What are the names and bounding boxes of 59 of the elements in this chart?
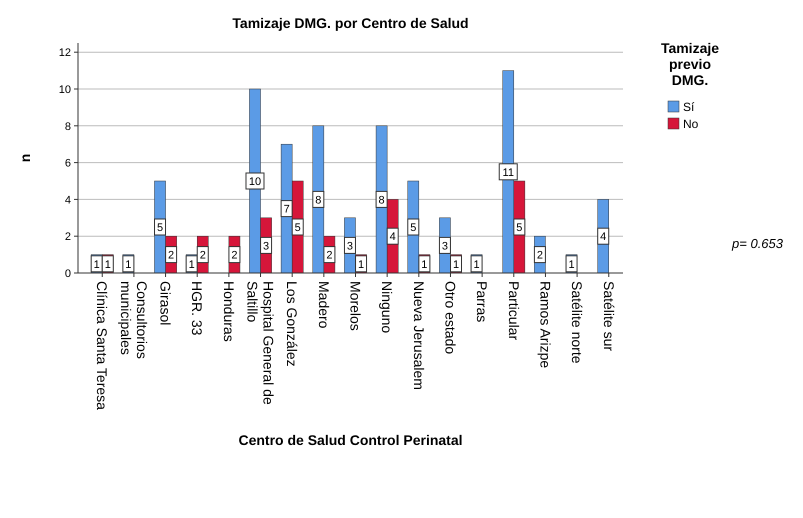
x-tick-label: Los González <box>284 281 300 367</box>
y-tick-label: 0 <box>64 268 71 280</box>
x-tick-label: Nueva Jerusalem <box>410 281 427 390</box>
x-tick-label: Honduras <box>220 281 237 342</box>
text: p= 0.653 <box>731 236 784 251</box>
data-label: 1 <box>188 258 195 271</box>
data-label: 1 <box>421 258 428 271</box>
y-tick-label: 2 <box>64 231 71 244</box>
data-label: 4 <box>600 231 606 244</box>
data-label: 5 <box>410 222 416 234</box>
data-label: 10 <box>248 176 262 188</box>
x-tick-label: Morelos <box>348 281 364 331</box>
data-label: 2 <box>200 250 206 262</box>
data-label: 2 <box>231 250 238 262</box>
y-tick-label: 4 <box>64 194 71 206</box>
x-tick-label: Clínica Santa Teresa <box>94 281 110 410</box>
legend-title: Tamizaje previo DMG. <box>660 40 720 88</box>
data-label: 4 <box>390 231 396 244</box>
x-tick-label: Consultorios municipales <box>118 281 150 359</box>
data-label: 8 <box>378 194 385 206</box>
x-tick-label: Ramos Arizpe <box>537 281 554 368</box>
data-label: 5 <box>516 222 522 234</box>
data-label: 5 <box>294 222 301 234</box>
data-label: 2 <box>168 250 174 262</box>
y-tick-label: 12 <box>58 47 71 60</box>
x-tick-label: Particular <box>506 281 522 340</box>
chart-title: Tamizaje DMG. por Centro de Salud <box>232 15 469 31</box>
y-axis-title: n <box>17 154 33 162</box>
data-label: 3 <box>346 240 354 252</box>
x-tick-label: Parras <box>474 281 490 322</box>
data-label: 1 <box>358 258 364 271</box>
data-label: 5 <box>156 222 164 234</box>
data-label: 1 <box>104 258 111 271</box>
data-label: 1 <box>452 258 460 271</box>
data-label: 8 <box>315 194 322 206</box>
x-tick-label: Girasol <box>158 281 174 326</box>
y-tick-label: 6 <box>64 158 71 170</box>
data-label: 1 <box>474 258 480 271</box>
x-tick-label: Otro estado <box>442 281 458 354</box>
data-label: 7 <box>284 204 290 216</box>
data-label: 1 <box>94 258 100 271</box>
x-tick-label: Madero <box>316 281 332 329</box>
x-tick-label: Ninguno <box>379 281 396 334</box>
y-tick-label: 8 <box>64 120 71 133</box>
data-label: 3 <box>442 240 448 252</box>
data-label: 1 <box>568 258 575 271</box>
x-tick-label: Hospital General de Saltillo <box>244 281 277 405</box>
legend-label: Sí <box>683 100 696 114</box>
y-tick-label: 10 <box>58 84 71 96</box>
data-label: 11 <box>502 166 514 179</box>
data-label: 2 <box>536 250 543 262</box>
data-label: 2 <box>326 250 332 262</box>
data-label: 3 <box>263 240 270 252</box>
x-tick-label: Satélite sur <box>600 281 617 352</box>
legend-label: No <box>683 117 699 131</box>
data-label: 1 <box>125 258 132 271</box>
x-axis-title: Centro de Salud Control Perinatal <box>238 432 463 448</box>
x-tick-label: HGR. 33 <box>189 281 206 336</box>
x-tick-label: Satélite norte <box>569 281 586 364</box>
